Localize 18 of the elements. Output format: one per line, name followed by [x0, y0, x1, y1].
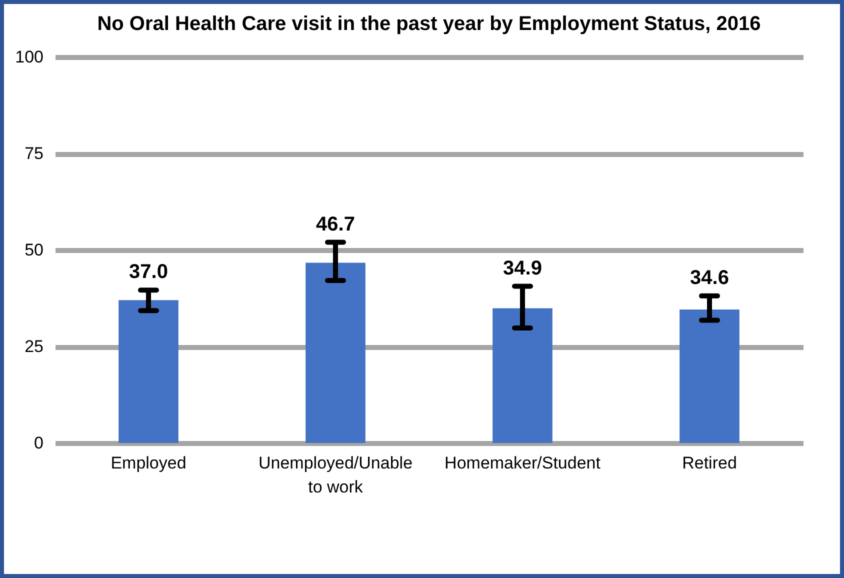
x-tick-label: Employed — [110, 454, 186, 472]
bar — [306, 262, 366, 443]
data-label: 34.6 — [690, 266, 729, 289]
bar — [118, 300, 178, 443]
bar — [680, 309, 740, 443]
x-tick-label: Homemaker/Student — [444, 454, 601, 472]
data-label: 46.7 — [316, 213, 355, 236]
y-tick-label: 25 — [24, 337, 44, 356]
y-tick-label: 100 — [15, 48, 44, 66]
data-label: 37.0 — [129, 261, 168, 284]
data-label: 34.9 — [503, 257, 542, 280]
chart-title: No Oral Health Care visit in the past year by Employment Status, 2016 — [97, 13, 761, 35]
y-tick-label: 75 — [24, 144, 44, 163]
y-tick-label: 0 — [34, 434, 44, 452]
y-tick-label: 50 — [24, 240, 44, 260]
x-tick-label: Unemployed/Unable to work — [258, 454, 413, 496]
x-tick-label: Retired — [682, 454, 737, 472]
bar — [492, 308, 552, 443]
